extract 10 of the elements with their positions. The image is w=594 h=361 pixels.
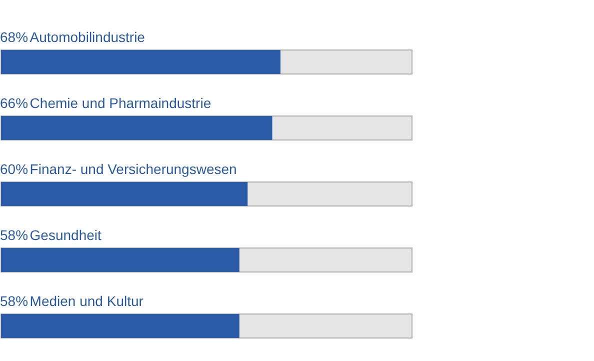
data-label: 58% (0, 227, 28, 243)
y-tick-label: Finanz- und Versicherungswesen (30, 161, 237, 177)
y-tick-label: Gesundheit (30, 227, 102, 243)
data-label: 68% (0, 29, 28, 45)
data-label: 60% (0, 161, 28, 177)
data-label: 66% (0, 95, 28, 111)
y-tick-label: Medien und Kultur (30, 293, 144, 309)
y-tick-label: Chemie und Pharmaindustrie (30, 95, 212, 111)
y-tick-label: Automobilindustrie (30, 29, 146, 45)
data-label: 58% (0, 293, 28, 309)
